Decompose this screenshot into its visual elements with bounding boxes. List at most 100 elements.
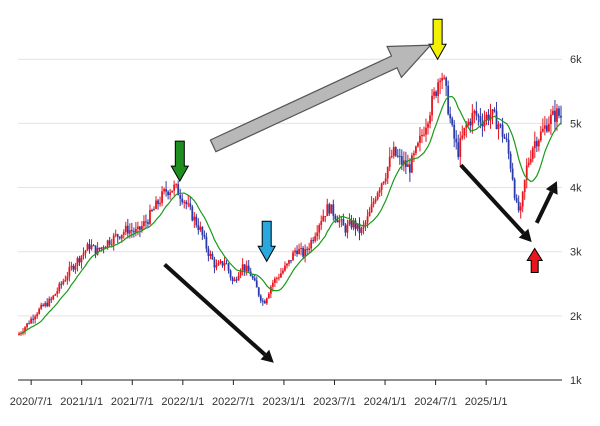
candle [94, 245, 97, 259]
candle [187, 195, 190, 208]
candle [201, 226, 204, 241]
candle [429, 111, 431, 129]
candle [249, 267, 252, 277]
candle [374, 196, 377, 204]
candle [388, 147, 391, 172]
x-tick-label: 2022/1/1 [161, 396, 204, 408]
candle [548, 116, 550, 133]
y-tick-label: 4k [570, 183, 582, 195]
candle [328, 202, 331, 216]
x-tick-label: 2023/1/1 [263, 396, 306, 408]
candle [451, 116, 454, 127]
candle [58, 281, 61, 294]
candle [104, 245, 107, 248]
candle [368, 207, 371, 217]
trend-arrow [163, 263, 274, 363]
candle [265, 297, 268, 305]
candle [44, 301, 47, 308]
candle [38, 307, 41, 315]
candle [453, 120, 456, 148]
candle [68, 261, 71, 282]
candle [284, 261, 286, 272]
candle [122, 229, 125, 239]
candle [342, 213, 345, 226]
candle [223, 257, 226, 271]
candle [475, 101, 478, 121]
candle [231, 276, 234, 285]
candle [48, 296, 51, 308]
candle [491, 109, 494, 125]
candle [221, 260, 224, 268]
candle [517, 195, 520, 213]
candle [147, 219, 149, 228]
candle [118, 236, 121, 240]
candle [362, 220, 365, 235]
candle [215, 259, 218, 271]
candle [471, 104, 474, 134]
candle [477, 113, 480, 126]
candle [159, 196, 161, 207]
candle [463, 127, 466, 140]
candle [314, 232, 317, 243]
x-tick-label: 2025/1/1 [465, 396, 508, 408]
candle [253, 274, 256, 282]
trend-arrow [209, 44, 432, 153]
candle [427, 121, 429, 135]
x-tick-label: 2024/7/1 [414, 396, 457, 408]
candle [245, 260, 248, 276]
candle [489, 103, 492, 129]
candle [134, 222, 137, 237]
price-candles [18, 72, 562, 336]
candle [90, 239, 93, 251]
candle [396, 149, 399, 158]
candle [543, 116, 546, 136]
candle [261, 298, 264, 306]
candle [167, 190, 170, 200]
candle [300, 242, 302, 256]
candle [449, 106, 452, 124]
candle [32, 314, 35, 324]
candle [370, 196, 373, 213]
candle [175, 183, 178, 189]
candle [457, 134, 460, 160]
candle [50, 296, 53, 304]
candle [42, 303, 45, 307]
candle [350, 215, 353, 230]
candle [382, 181, 385, 185]
candle [513, 177, 516, 201]
candle [318, 223, 321, 240]
candle [165, 181, 167, 197]
candle [62, 278, 65, 286]
candle [60, 281, 63, 289]
candle [207, 245, 210, 262]
candle [523, 179, 526, 200]
candle [334, 213, 337, 224]
candle [110, 238, 113, 248]
candle [143, 215, 145, 230]
annotation-arrows [163, 18, 558, 363]
y-tick-label: 2k [570, 311, 582, 323]
candle [308, 242, 311, 254]
candle [286, 263, 288, 269]
candle [527, 157, 530, 168]
candle [255, 276, 258, 288]
candle [209, 250, 212, 260]
candle [552, 105, 554, 116]
y-tick-label: 1k [570, 375, 582, 387]
candle [495, 101, 498, 130]
candle [531, 146, 534, 163]
candle [64, 275, 67, 282]
candle [439, 77, 442, 95]
candle [185, 199, 188, 210]
candle [535, 136, 538, 153]
y-tick-label: 5k [570, 118, 582, 130]
candle [554, 100, 556, 132]
candle [126, 218, 129, 239]
candle [433, 87, 435, 100]
x-tick-label: 2020/7/1 [10, 396, 53, 408]
candle [515, 194, 518, 204]
candle [467, 118, 470, 127]
candle [155, 196, 157, 210]
candle [499, 123, 502, 129]
candle [376, 191, 379, 201]
